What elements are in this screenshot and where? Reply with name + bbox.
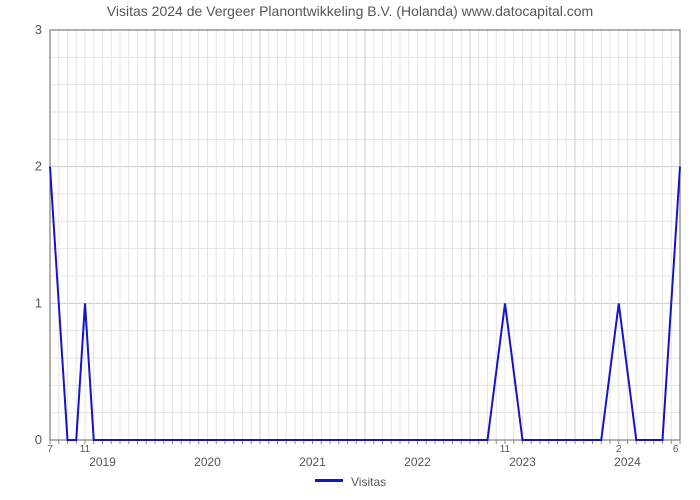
y-tick-label: 3: [35, 22, 42, 37]
chart-title: Visitas 2024 de Vergeer Planontwikkeling…: [107, 3, 593, 19]
legend-swatch: [315, 479, 343, 482]
x-year-label: 2022: [404, 455, 431, 469]
x-year-label: 2024: [614, 455, 641, 469]
x-year-label: 2023: [509, 455, 536, 469]
x-under-label: 7: [47, 444, 53, 455]
x-under-label: 2: [616, 444, 622, 455]
x-under-label: 11: [80, 444, 91, 455]
y-tick-label: 0: [35, 432, 42, 447]
visits-chart: Visitas 2024 de Vergeer Planontwikkeling…: [0, 0, 700, 500]
x-year-label: 2019: [89, 455, 116, 469]
y-tick-label: 2: [35, 159, 42, 174]
x-year-label: 2021: [299, 455, 326, 469]
x-under-label: 6: [673, 444, 679, 455]
y-tick-label: 1: [35, 295, 42, 310]
legend-label: Visitas: [351, 475, 386, 489]
x-year-label: 2020: [194, 455, 221, 469]
x-under-label: 11: [500, 444, 511, 455]
